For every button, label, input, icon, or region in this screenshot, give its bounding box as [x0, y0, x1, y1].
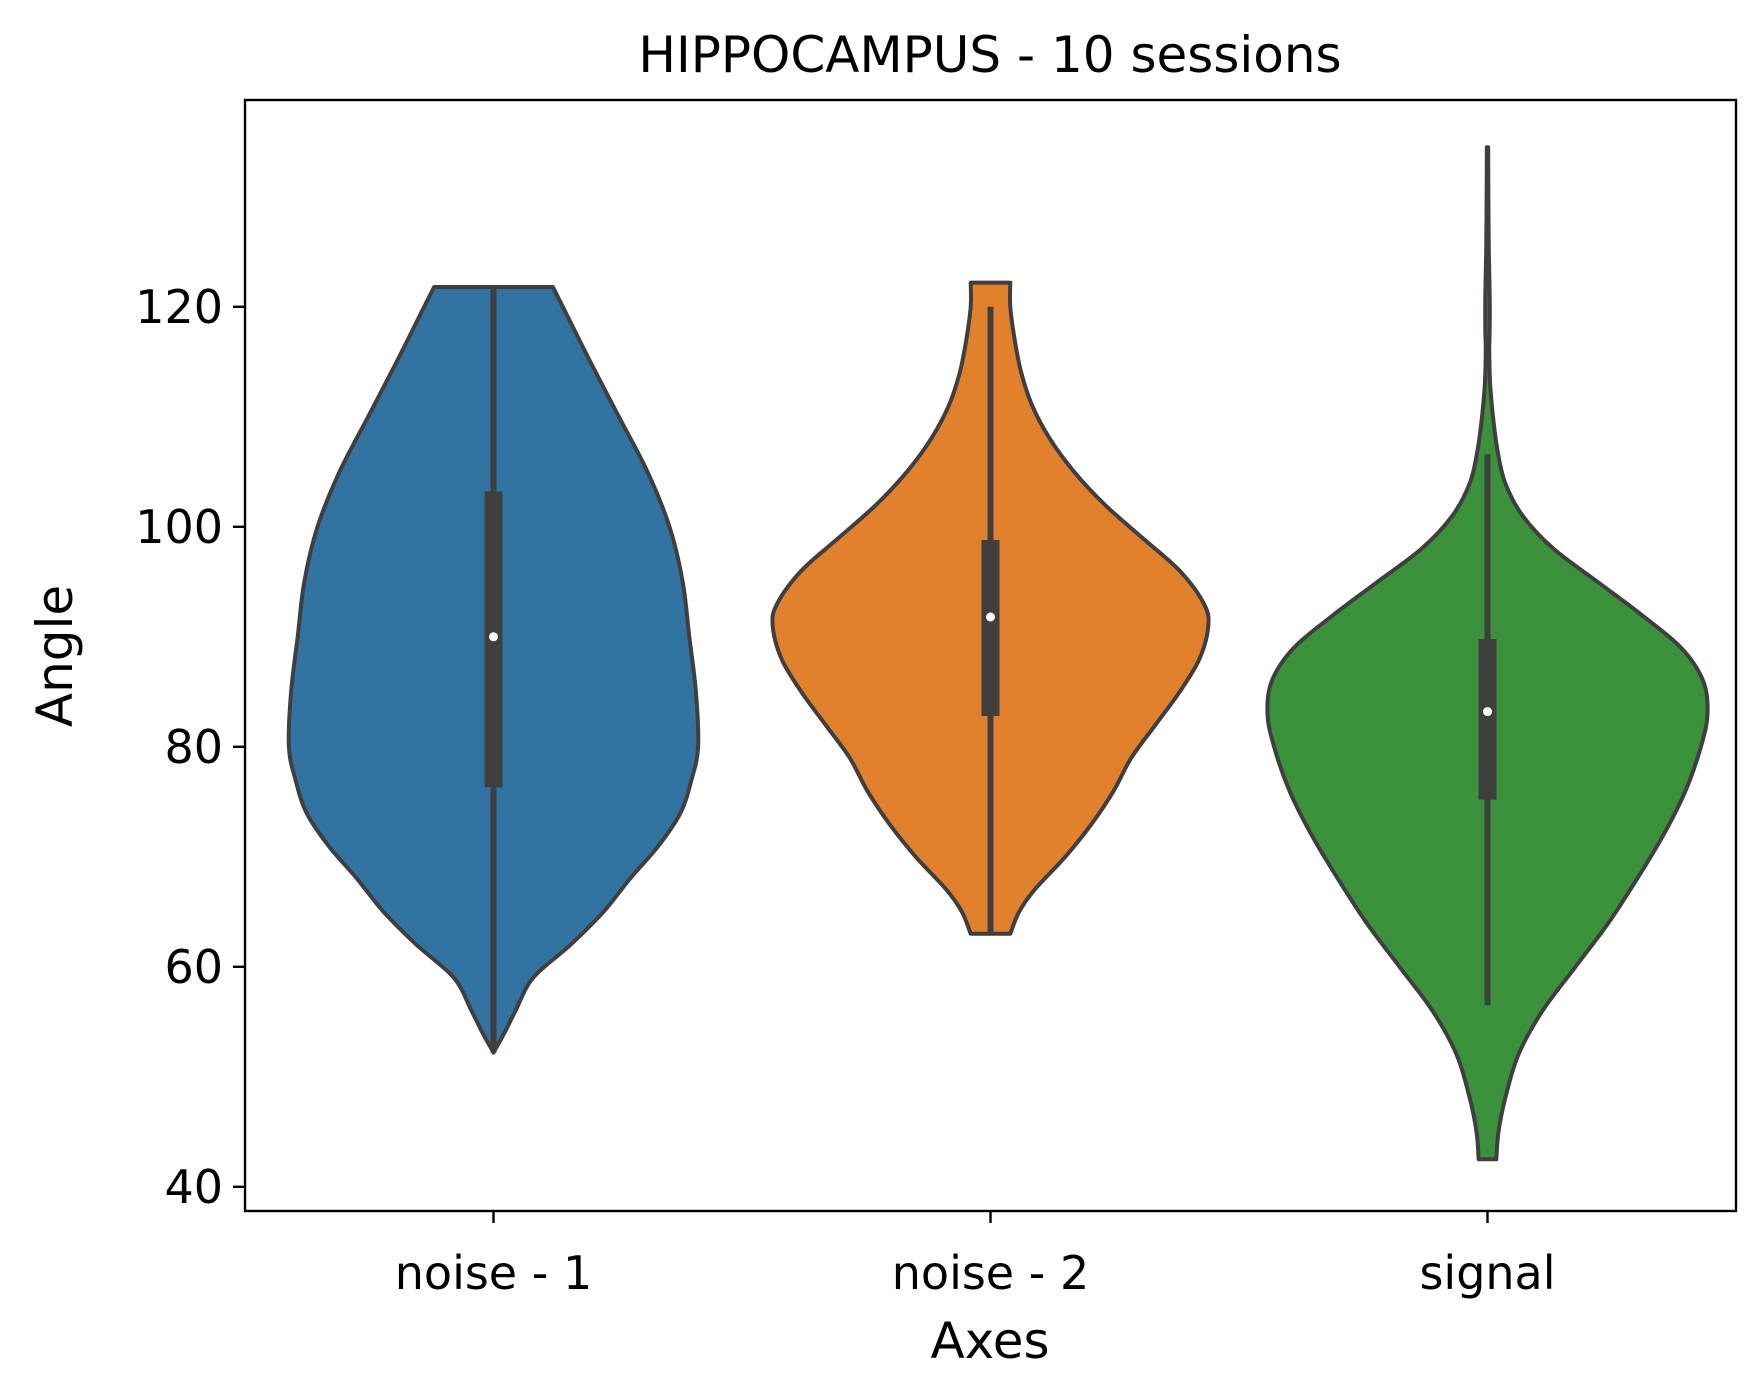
violin-signal [1265, 145, 1710, 1162]
x-axis: noise - 1 noise - 2 signal [395, 1211, 1556, 1300]
y-axis-title: Angle [26, 585, 84, 727]
chart-title: HIPPOCAMPUS - 10 sessions [638, 26, 1341, 84]
y-axis: 40 60 80 100 120 [135, 280, 245, 1214]
iqr-box [1478, 639, 1497, 800]
y-tick-label: 40 [164, 1160, 223, 1214]
y-tick-label: 100 [135, 500, 223, 554]
x-tick-label: noise - 1 [395, 1246, 592, 1300]
y-tick-label: 80 [164, 720, 223, 774]
y-tick-label: 120 [135, 280, 223, 334]
x-tick-label: signal [1419, 1246, 1555, 1300]
x-tick-label: noise - 2 [892, 1246, 1089, 1300]
x-axis-title: Axes [930, 1312, 1049, 1370]
y-tick-label: 60 [164, 940, 223, 994]
median-point [1483, 707, 1492, 717]
iqr-box [981, 540, 1000, 716]
median-point [986, 612, 995, 622]
median-point [489, 632, 498, 642]
violin-noise-2 [770, 280, 1211, 936]
violin-noise-1 [286, 285, 701, 1055]
plot-area [286, 145, 1710, 1162]
